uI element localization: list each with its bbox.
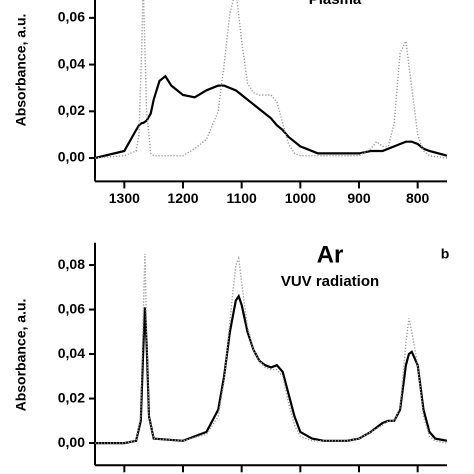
panel: 0,00 0,02 0,04 0,06 1300 1200 1100 1000 900 800 Ab… [13,0,447,206]
annotation: Plasma [309,0,362,8]
y-tick-label: 0,04 [58,345,85,361]
spectrum-line [95,74,447,160]
x-tick-label: 1300 [109,190,140,206]
x-tick-label: 900 [347,190,371,206]
y-tick-label: 0,00 [58,149,85,165]
x-tick-label: 1200 [167,190,198,206]
y-tick-label: 0,02 [58,389,85,405]
y-tick-label: 0,02 [58,102,85,118]
annotation: b [441,246,450,262]
y-tick-label: 0,04 [58,55,85,71]
spectrum-line [95,253,447,444]
y-tick-label: 0,06 [58,9,85,25]
y-tick-label: 0,08 [58,256,85,272]
y-tick-label: 0,06 [58,300,85,316]
x-tick-label: 800 [406,190,430,206]
x-tick-label: 1000 [285,190,316,206]
annotation: Ar [317,241,344,268]
annotation: VUV radiation [281,273,379,290]
panel: 0,00 0,02 0,04 0,06 0,08 Absorbance, a.u. Ar b V… [13,241,450,473]
spectrum-line [95,0,447,159]
y-axis-label: Absorbance, a.u. [13,299,29,412]
y-tick-label: 0,00 [58,434,85,450]
x-tick-label: 1100 [226,190,257,206]
y-axis-label: Absorbance, a.u. [13,14,29,127]
